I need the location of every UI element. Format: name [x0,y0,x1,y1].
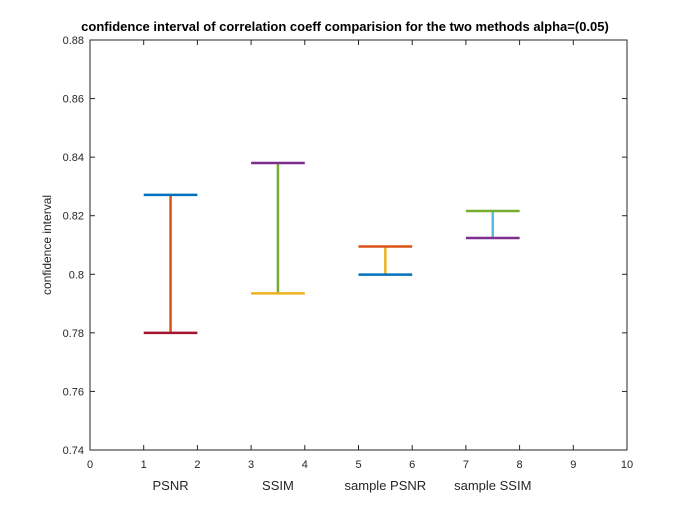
y-tick-label: 0.8 [69,269,84,281]
x-tick-label: 1 [141,459,147,471]
x-tick-label: 6 [409,459,415,471]
group-label: PSNR [152,478,188,493]
group-label: sample SSIM [454,478,531,493]
x-tick-label: 7 [463,459,469,471]
chart-title: confidence interval of correlation coeff… [81,19,609,34]
interval-psnr [143,193,198,335]
x-tick-label: 0 [87,459,93,471]
interval-sample-ssim [465,209,520,240]
group-label: sample PSNR [345,478,427,493]
x-tick-label: 8 [517,459,523,471]
x-tick-label: 4 [302,459,308,471]
x-tick-label: 10 [621,459,633,471]
label-layer: PSNR SSIM sample PSNR sample SSIM [152,478,531,493]
y-tick-label: 0.84 [63,152,84,164]
interval-sample-psnr [358,245,413,276]
axes-layer: 0 1 2 3 4 5 6 7 8 9 10 0.74 0.76 0.78 0.8 0.82 0.84 0.86 0… [63,35,634,471]
y-tick-label: 0.78 [63,328,84,340]
x-tick-label: 9 [570,459,576,471]
group-label: SSIM [262,478,294,493]
x-tick-label: 2 [194,459,200,471]
y-tick-label: 0.76 [63,386,84,398]
x-tick-label: 3 [248,459,254,471]
y-tick-label: 0.82 [63,211,84,223]
x-tick-label: 5 [355,459,361,471]
y-tick-label: 0.88 [63,35,84,47]
interval-ssim [251,161,305,295]
y-axis-label: confidence interval [40,195,54,295]
plot-area [90,40,627,450]
y-tick-label: 0.74 [63,445,84,457]
y-tick-label: 0.86 [63,94,84,106]
interval-layer [143,161,520,335]
